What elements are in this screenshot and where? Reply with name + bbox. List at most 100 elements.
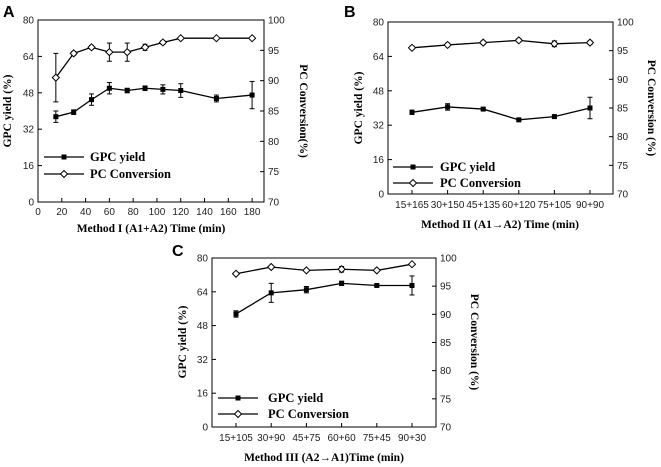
data-point-pc-a bbox=[87, 43, 96, 52]
data-point-pc-b bbox=[443, 40, 452, 50]
y-tick-label-a: 32 bbox=[23, 125, 35, 136]
y-tick-label-c: 16 bbox=[197, 389, 209, 400]
y-tick-label-c: 80 bbox=[197, 254, 209, 265]
panel-a: A 0 16 32 48 64 80 70 75 80 85 90 95 100 0 20 40 60 80 100… bbox=[2, 4, 309, 235]
y2-tick-label-a: 85 bbox=[268, 107, 280, 118]
data-point-gpc-b bbox=[409, 109, 415, 115]
y2-tick-label-b: 70 bbox=[617, 190, 629, 201]
data-layer-b bbox=[407, 36, 595, 123]
y-tick-label-c: 0 bbox=[202, 423, 208, 434]
legend-label-pc-b: PC Conversion bbox=[440, 176, 521, 190]
tick-marks-c: 0 16 32 48 64 80 70 75 80 85 90 95 100 15+105 30+90 45+… bbox=[197, 254, 457, 445]
data-point-pc-c bbox=[407, 259, 417, 269]
x-tick-label-b: 60+120 bbox=[502, 200, 536, 211]
x-tick-label-a: 120 bbox=[172, 207, 189, 218]
x-tick-label-a: 60 bbox=[104, 207, 116, 218]
data-point-pc-a bbox=[158, 38, 168, 47]
y2-axis-title-c: PC Conversion (%) bbox=[468, 294, 480, 391]
data-point-pc-c bbox=[372, 266, 382, 275]
y2-tick-label-c: 100 bbox=[440, 254, 457, 265]
data-point-gpc-a bbox=[142, 85, 148, 91]
panel-label-b: B bbox=[344, 4, 356, 21]
data-point-pc-b bbox=[407, 43, 417, 53]
x-tick-label-b: 15+165 bbox=[395, 200, 429, 211]
x-axis-title-c: Method III (A2→A1)Time (min) bbox=[244, 452, 404, 464]
y-tick-label-b: 32 bbox=[373, 121, 385, 132]
y2-tick-label-b: 80 bbox=[617, 132, 629, 143]
panel-b: B 0 16 32 48 64 80 70 75 80 85 90 95 100 15+165 30+150… bbox=[344, 4, 657, 231]
data-point-pc-b bbox=[550, 39, 559, 48]
legend-marker-gpc-c bbox=[235, 395, 241, 401]
series-line-gpc-c bbox=[235, 282, 412, 315]
x-tick-label-b: 75+105 bbox=[538, 200, 572, 211]
data-point-gpc-b bbox=[587, 105, 593, 111]
x-tick-label-c: 15+105 bbox=[219, 433, 253, 444]
legend-marker-pc-b bbox=[408, 178, 418, 188]
data-point-pc-c bbox=[266, 262, 276, 272]
legend-label-gpc-b: GPC yield bbox=[440, 160, 495, 174]
y-tick-label-b: 64 bbox=[373, 52, 385, 63]
y2-tick-label-b: 85 bbox=[617, 104, 629, 115]
panel-c: C 0 16 32 48 64 80 70 75 80 85 90 95 100 15+105 30+90 4… bbox=[172, 243, 480, 464]
series-line-pc-c bbox=[235, 263, 413, 275]
data-point-gpc-a bbox=[249, 92, 255, 98]
data-point-pc-c bbox=[337, 265, 346, 274]
data-point-gpc-a bbox=[53, 114, 59, 120]
y-tick-label-c: 64 bbox=[197, 287, 209, 298]
legend-a: GPC yield PC Conversion bbox=[44, 150, 171, 181]
data-point-gpc-a bbox=[106, 85, 112, 91]
x-tick-label-a: 80 bbox=[128, 207, 140, 218]
y-tick-label-b: 0 bbox=[378, 190, 384, 201]
x-tick-label-c: 60+60 bbox=[328, 433, 357, 444]
y2-tick-label-c: 80 bbox=[440, 366, 452, 377]
y2-tick-label-a: 80 bbox=[268, 137, 280, 148]
y2-tick-label-c: 85 bbox=[440, 338, 452, 349]
data-point-gpc-c bbox=[339, 280, 345, 286]
legend-label-pc-a: PC Conversion bbox=[90, 167, 171, 181]
data-point-pc-c bbox=[231, 269, 241, 278]
x-tick-label-a: 160 bbox=[220, 207, 237, 218]
data-point-gpc-a bbox=[178, 88, 184, 94]
y2-tick-label-b: 90 bbox=[617, 75, 629, 86]
x-tick-label-a: 140 bbox=[196, 207, 213, 218]
x-tick-label-a: 20 bbox=[56, 207, 68, 218]
data-point-gpc-a bbox=[160, 86, 166, 92]
y2-tick-label-a: 95 bbox=[268, 46, 280, 57]
y2-tick-label-c: 70 bbox=[440, 423, 452, 434]
y2-tick-label-c: 75 bbox=[440, 394, 452, 405]
x-tick-label-a: 100 bbox=[149, 207, 166, 218]
data-point-pc-a bbox=[51, 73, 61, 82]
data-point-gpc-b bbox=[516, 117, 522, 123]
y-tick-label-b: 16 bbox=[373, 155, 385, 166]
data-point-pc-a bbox=[212, 33, 221, 43]
legend-marker-gpc-a bbox=[61, 154, 67, 160]
data-point-gpc-b bbox=[445, 104, 451, 110]
y-tick-label-a: 48 bbox=[23, 88, 35, 99]
data-point-gpc-a bbox=[71, 109, 77, 115]
y-tick-label-a: 0 bbox=[28, 198, 34, 209]
data-point-pc-b bbox=[514, 36, 524, 45]
y2-axis-title-b: PC Conversion (%) bbox=[645, 60, 657, 157]
data-point-pc-a bbox=[140, 43, 150, 52]
x-tick-label-c: 75+45 bbox=[363, 433, 392, 444]
data-layer-a bbox=[51, 33, 257, 123]
x-tick-label-c: 30+90 bbox=[257, 433, 286, 444]
x-tick-label-c: 90+30 bbox=[398, 433, 427, 444]
legend-marker-pc-a bbox=[59, 169, 69, 179]
legend-marker-gpc-b bbox=[410, 164, 416, 170]
y2-tick-label-c: 95 bbox=[440, 282, 452, 293]
y2-tick-label-a: 100 bbox=[268, 16, 285, 27]
legend-b: GPC yield PC Conversion bbox=[393, 160, 521, 190]
data-point-gpc-c bbox=[303, 287, 309, 293]
x-tick-label-a: 180 bbox=[244, 207, 261, 218]
y-tick-label-a: 16 bbox=[23, 161, 35, 172]
x-tick-label-b: 90+90 bbox=[576, 200, 605, 211]
tick-marks-a: 0 16 32 48 64 80 70 75 80 85 90 95 100 0 20 40 60 80 100 12… bbox=[23, 16, 285, 219]
y2-tick-label-a: 75 bbox=[268, 167, 280, 178]
tick-marks-b: 0 16 32 48 64 80 70 75 80 85 90 95 100 15+165 30+150 45… bbox=[373, 18, 634, 212]
data-point-gpc-c bbox=[268, 290, 274, 296]
series-line-pc-b bbox=[411, 39, 591, 49]
y-axis-title-a: GPC yield (%) bbox=[2, 74, 14, 147]
x-tick-label-a: 40 bbox=[80, 207, 92, 218]
y2-tick-label-b: 100 bbox=[617, 18, 634, 29]
